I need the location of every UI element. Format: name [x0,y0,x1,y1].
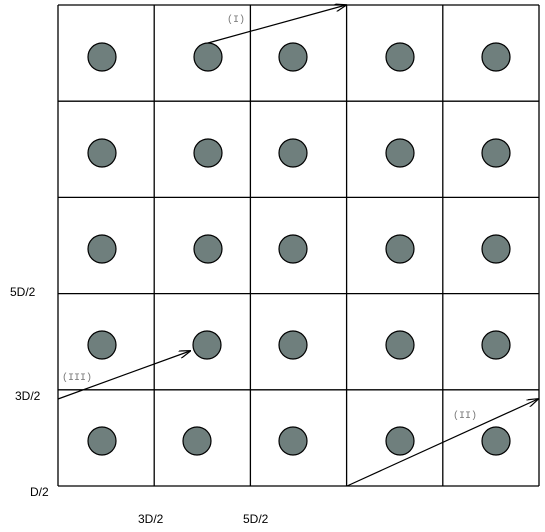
particle [385,426,415,456]
particle [278,426,308,456]
arrow-label: (III) [62,372,92,384]
arrow [57,351,190,400]
particle [278,234,308,264]
particle [278,42,308,72]
arrow [207,5,346,44]
particle [481,42,511,72]
particle [481,138,511,168]
particle [193,138,223,168]
particle [87,234,117,264]
particle [481,330,511,360]
particle [278,138,308,168]
particle [87,330,117,360]
particle [87,138,117,168]
y-label: D/2 [30,485,49,499]
particle [481,426,511,456]
arrows [57,5,538,487]
y-label: 3D/2 [15,389,41,403]
arrow-label: (I) [227,14,245,26]
grid [57,4,540,487]
particle [87,426,117,456]
particle [385,330,415,360]
particle [193,42,223,72]
x-label: 5D/2 [243,512,269,526]
arrow [346,399,538,487]
x-label: 3D/2 [138,512,164,526]
y-label: 5D/2 [10,285,36,299]
particle [192,330,222,360]
particle [87,42,117,72]
particle [385,234,415,264]
particle [481,234,511,264]
particle [193,234,223,264]
particles [87,42,511,456]
particle [182,426,212,456]
particle [385,42,415,72]
particle [278,330,308,360]
particle [385,138,415,168]
arrow-label: (II) [453,410,477,422]
